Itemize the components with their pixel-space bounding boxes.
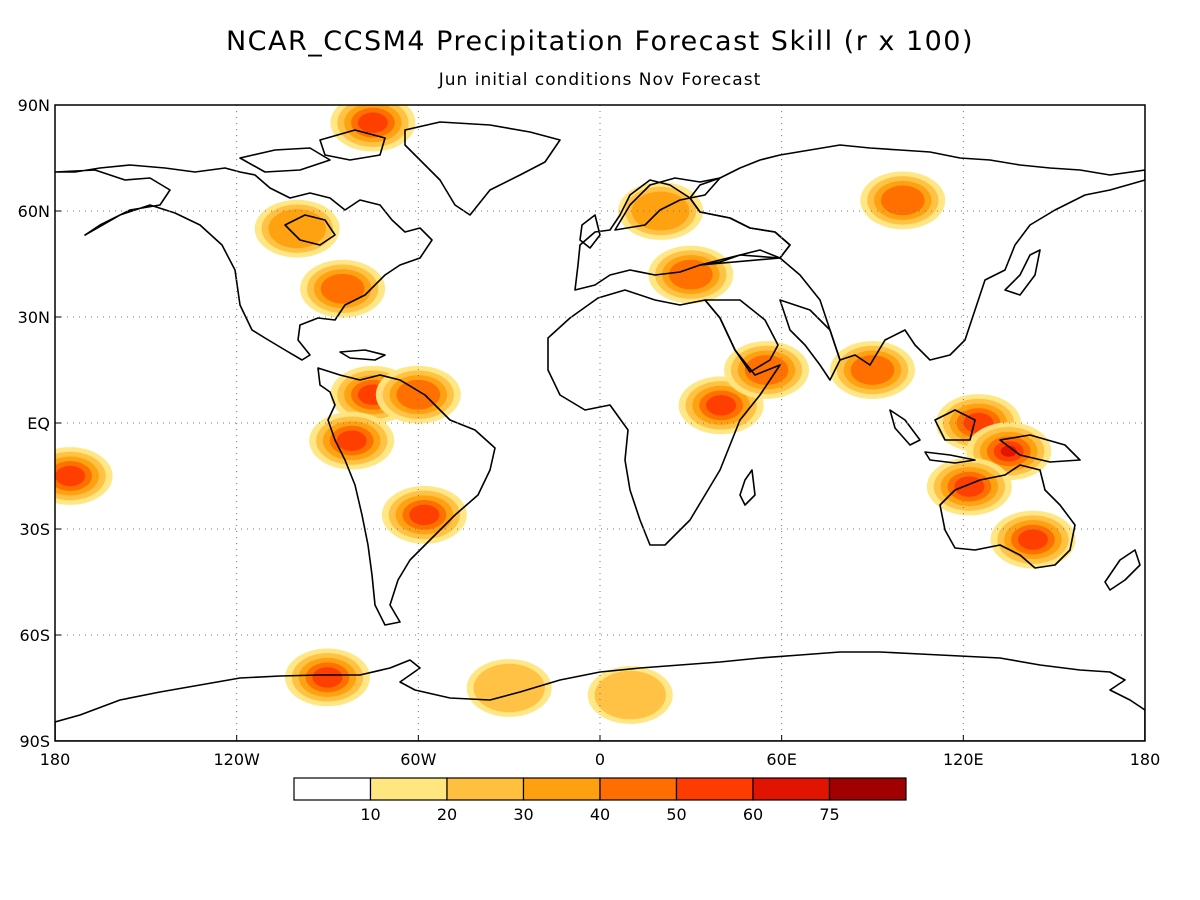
skill-region-16-level-50	[1017, 529, 1048, 550]
lon-tick-label: 0	[595, 750, 605, 769]
skill-region-8-level-50	[706, 395, 737, 416]
skill-field	[55, 105, 1076, 724]
skill-region-11-level-30	[631, 191, 690, 231]
colorbar-swatch	[446, 777, 525, 801]
coastline-new-guinea	[999, 434, 1081, 463]
map-subtitle: Jun initial conditions Nov Forecast	[438, 70, 762, 90]
skill-region-19-level-20	[594, 670, 666, 720]
coastline-arctic-islands	[239, 147, 331, 173]
skill-region-20-level-50	[312, 667, 343, 688]
coastline-britain	[579, 214, 601, 249]
skill-region-3-level-50	[409, 504, 440, 526]
colorbar: 10 20 30 40 50 60 75	[293, 777, 907, 824]
skill-region-2-level-50	[336, 430, 367, 451]
coastline-greenland	[404, 121, 561, 216]
coastline-south-america	[317, 367, 496, 626]
coastline-arabia	[704, 299, 779, 373]
lon-tick-label: 180	[1130, 750, 1161, 769]
latitude-labels: 90N 60N 30N EQ 30S 60S 90S	[18, 96, 61, 751]
coastline-new-zealand	[1104, 549, 1141, 591]
colorbar-swatch	[675, 777, 754, 801]
coastline-arctic-islands-2	[319, 129, 386, 161]
coastline-africa	[547, 289, 781, 546]
longitude-labels: 180 120W 60W 0 60E 120E 180	[40, 735, 1161, 769]
coastline-madagascar	[739, 469, 756, 506]
lon-tick-label: 180	[40, 750, 71, 769]
skill-region-17-level-40	[850, 355, 895, 385]
lon-tick-label: 120E	[943, 750, 984, 769]
colorbar-label: 75	[819, 805, 839, 824]
coastline-java	[924, 451, 976, 464]
lon-tick-label: 60W	[400, 750, 436, 769]
coastline-sumatra	[889, 409, 921, 446]
coastlines	[55, 121, 1145, 741]
coastline-north-america	[55, 164, 433, 361]
skill-region-4-level-30	[268, 209, 326, 249]
lat-tick-label: 60S	[19, 626, 50, 645]
skill-region-1-level-40	[396, 379, 441, 410]
skill-region-5-level-40	[320, 273, 365, 304]
coastline-india	[779, 299, 841, 381]
skill-region-14-level-60	[1000, 445, 1017, 457]
colorbar-swatch	[293, 777, 372, 801]
coastline-hudson	[284, 214, 336, 246]
lat-tick-label: 30S	[19, 520, 50, 539]
colorbar-label: 60	[743, 805, 763, 824]
colorbar-swatch	[599, 777, 678, 801]
lat-tick-label: 90N	[18, 96, 50, 115]
skill-region-10-level-40	[668, 259, 713, 290]
colorbar-label: 20	[437, 805, 457, 824]
coastline-caribbean	[339, 349, 386, 361]
skill-region-6-level-50	[357, 112, 388, 133]
colorbar-swatch	[752, 777, 831, 801]
skill-region-12-level-40	[880, 185, 925, 216]
colorbar-swatch	[828, 777, 907, 801]
lat-tick-label: EQ	[27, 414, 50, 433]
lon-tick-label: 120W	[213, 750, 260, 769]
map-title: NCAR_CCSM4 Precipitation Forecast Skill …	[225, 26, 975, 57]
colorbar-label: 30	[513, 805, 533, 824]
lat-tick-label: 60N	[18, 202, 50, 221]
gridlines	[55, 105, 1145, 741]
colorbar-swatch	[522, 777, 601, 801]
lon-tick-label: 60E	[766, 750, 796, 769]
colorbar-swatch	[369, 777, 448, 801]
coastline-borneo	[934, 409, 976, 441]
colorbar-label: 50	[666, 805, 686, 824]
coastline-australia	[939, 464, 1076, 569]
coastline-asia	[689, 144, 1145, 366]
colorbar-label: 10	[360, 805, 380, 824]
lat-tick-label: 30N	[18, 308, 50, 327]
lat-tick-label: 90S	[19, 732, 50, 751]
coastline-antarctica	[55, 651, 1145, 741]
skill-region-7-level-50	[55, 465, 86, 487]
colorbar-label: 40	[590, 805, 610, 824]
coastline-japan	[1004, 249, 1041, 296]
